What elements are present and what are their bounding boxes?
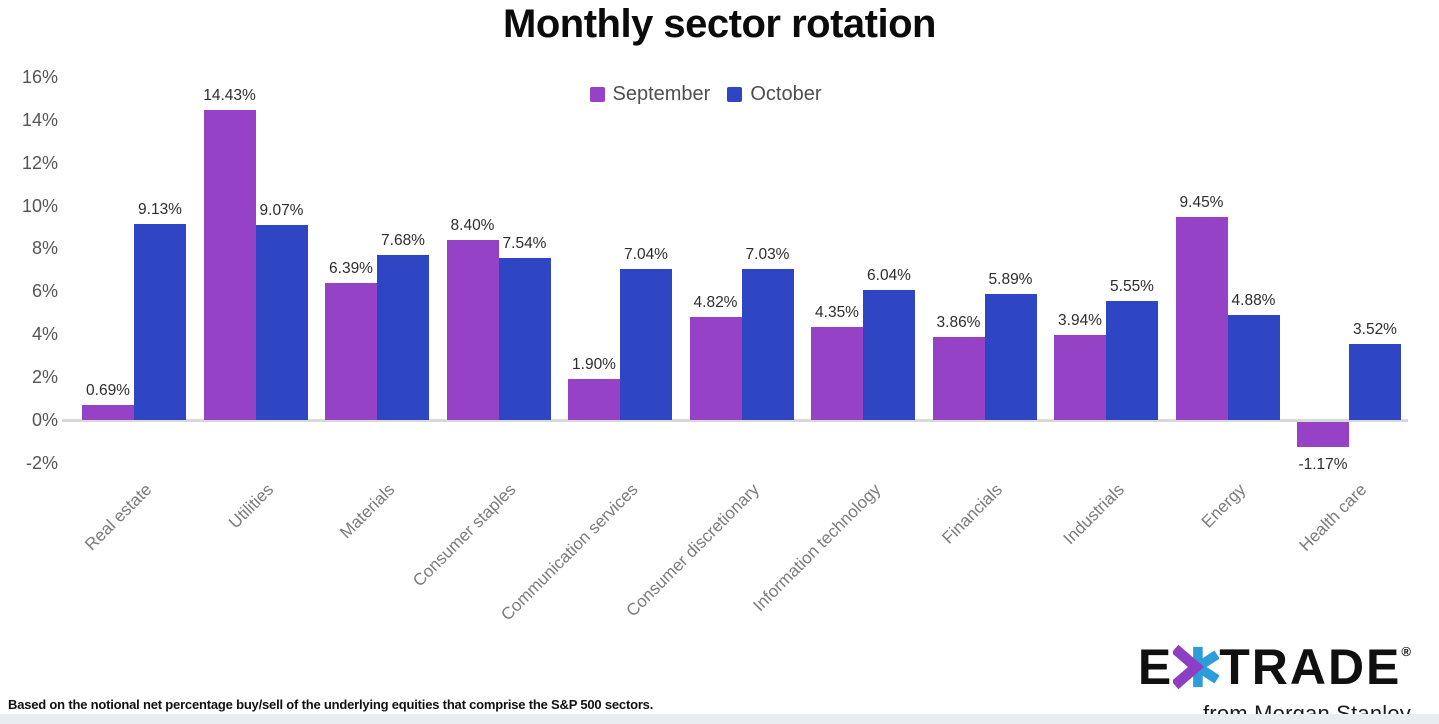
bar-october-financials	[984, 293, 1037, 420]
y-axis-tick-0-: 0%	[31, 410, 58, 430]
bar-october-industrials	[1106, 300, 1158, 420]
x-axis-line	[62, 419, 1408, 422]
y-axis-tick-16-: 16%	[21, 66, 58, 87]
bar-september-information-technology	[811, 326, 863, 420]
bottom-strip-divider	[0, 714, 1439, 724]
etrade-asterisk-icon	[1171, 644, 1220, 698]
x-axis-label-health-care: Health care	[1295, 480, 1371, 555]
value-label-october-energy: 4.88%	[1231, 292, 1276, 310]
x-axis-label-consumer-discretionary: Consumer discretionary	[622, 480, 763, 621]
x-axis-label-information-technology: Information technology	[749, 480, 885, 616]
x-axis-label-utilities: Utilities	[224, 480, 277, 533]
x-axis-label-materials: Materials	[336, 480, 399, 543]
bar-september-financials	[932, 337, 985, 420]
x-axis-label-financials: Financials	[938, 480, 1006, 548]
bar-october-information-technology	[863, 290, 915, 420]
x-axis-label-communication-services: Communication services	[497, 480, 642, 625]
bar-october-utilities	[255, 225, 308, 420]
x-axis-label-real-estate: Real estate	[81, 480, 156, 555]
legend-item-october: October	[727, 83, 822, 106]
y-axis-tick-2-: 2%	[31, 367, 58, 388]
bar-september-communication-services	[568, 379, 620, 420]
y-axis-tick-6-: 6%	[31, 281, 58, 302]
bar-september-consumer-discretionary	[689, 316, 742, 420]
etrade-wordmark-left: E	[1137, 639, 1174, 695]
etrade-wordmark-right: TRADE	[1219, 639, 1402, 695]
bar-october-consumer-discretionary	[741, 269, 794, 420]
x-axis-label-consumer-staples: Consumer staples	[409, 480, 520, 591]
footnote: Based on the notional net percentage buy…	[8, 697, 654, 712]
value-label-september-utilities: 14.43%	[203, 87, 256, 105]
legend-label-september: September	[612, 83, 711, 105]
value-label-september-real-estate: 0.69%	[86, 382, 130, 400]
value-label-october-information-technology: 6.04%	[867, 267, 911, 285]
y-axis-tick-14-: 14%	[21, 109, 58, 130]
value-label-october-consumer-discretionary: 7.03%	[745, 246, 790, 264]
bar-october-real-estate	[134, 224, 186, 420]
value-label-september-financials: 3.86%	[936, 314, 981, 332]
legend-swatch-september-icon	[589, 87, 605, 102]
value-label-september-materials: 6.39%	[329, 259, 373, 277]
bar-september-industrials	[1054, 335, 1106, 420]
etrade-logo: E TRADE® from Morgan Stanley	[1138, 627, 1411, 724]
y-axis-tick-4-: 4%	[31, 324, 58, 345]
value-label-october-industrials: 5.55%	[1110, 277, 1154, 295]
value-label-october-consumer-staples: 7.54%	[502, 235, 547, 253]
page-title: Monthly sector rotation	[503, 2, 936, 46]
value-label-september-energy: 9.45%	[1179, 194, 1224, 212]
bar-october-energy	[1227, 315, 1280, 420]
value-label-october-utilities: 9.07%	[259, 202, 304, 220]
value-label-september-industrials: 3.94%	[1058, 312, 1102, 330]
bar-september-health-care	[1297, 422, 1349, 448]
x-axis-label-energy: Energy	[1197, 480, 1249, 532]
y-axis-tick--2-: -2%	[25, 452, 58, 473]
legend-swatch-october-icon	[727, 87, 743, 102]
value-label-october-health-care: 3.52%	[1353, 321, 1397, 339]
legend-item-september: September	[589, 83, 711, 106]
chart-legend: September October	[589, 83, 822, 106]
bar-october-communication-services	[620, 268, 672, 420]
bar-october-materials	[377, 255, 429, 420]
value-label-october-real-estate: 9.13%	[138, 201, 182, 219]
bar-october-health-care	[1349, 344, 1401, 420]
bar-september-real-estate	[82, 405, 134, 420]
y-axis-tick-12-: 12%	[21, 152, 58, 173]
value-label-october-financials: 5.89%	[988, 270, 1033, 288]
etrade-wordmark: E TRADE®	[1138, 627, 1411, 698]
value-label-october-communication-services: 7.04%	[624, 245, 668, 263]
y-axis-tick-8-: 8%	[31, 238, 58, 259]
bar-september-consumer-staples	[446, 239, 499, 420]
value-label-october-materials: 7.68%	[381, 232, 425, 250]
x-axis-label-industrials: Industrials	[1059, 480, 1128, 549]
value-label-september-communication-services: 1.90%	[572, 356, 616, 374]
bar-september-materials	[325, 282, 377, 420]
bar-october-consumer-staples	[498, 258, 551, 420]
y-axis-tick-10-: 10%	[21, 195, 58, 216]
value-label-september-consumer-staples: 8.40%	[450, 216, 495, 234]
bar-september-utilities	[203, 110, 256, 420]
value-label-september-consumer-discretionary: 4.82%	[693, 293, 738, 311]
legend-label-october: October	[750, 83, 822, 105]
bar-september-energy	[1175, 217, 1228, 420]
value-label-september-information-technology: 4.35%	[815, 303, 859, 321]
value-label-september-health-care: -1.17%	[1298, 456, 1348, 474]
registered-mark: ®	[1401, 644, 1411, 659]
